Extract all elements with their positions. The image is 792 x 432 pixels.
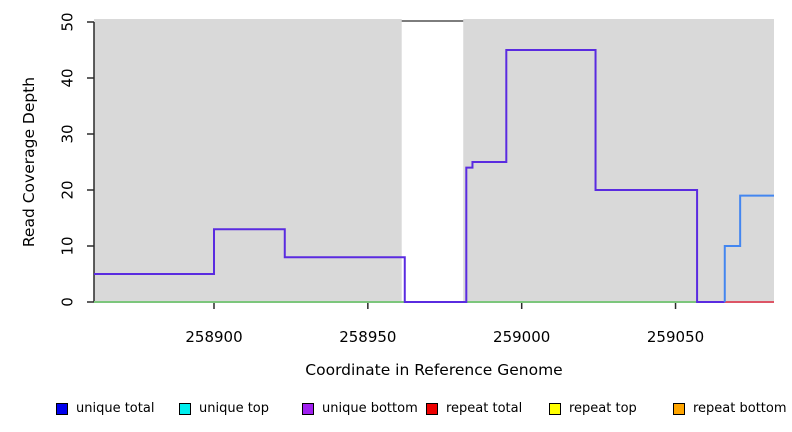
legend-swatch-icon bbox=[673, 402, 685, 415]
x-axis-tick-label: 258900 bbox=[185, 328, 242, 346]
y-axis-tick-label: 40 bbox=[59, 68, 77, 87]
y-axis-tick-label: 0 bbox=[59, 297, 77, 307]
legend-label: repeat bottom bbox=[693, 401, 787, 416]
y-axis-tick-label: 10 bbox=[59, 236, 77, 255]
legend-label: unique bottom bbox=[322, 401, 418, 416]
legend-label: repeat top bbox=[569, 401, 637, 416]
legend-item-unique-total: unique total bbox=[56, 401, 154, 416]
x-axis-tick-label: 259050 bbox=[647, 328, 704, 346]
legend-swatch-icon bbox=[179, 402, 191, 415]
unique-total-step-right bbox=[723, 194, 774, 302]
unique-coverage-step bbox=[94, 49, 725, 303]
legend-swatch-icon bbox=[56, 402, 68, 415]
legend-item-repeat-total: repeat total bbox=[426, 401, 522, 416]
y-axis-tick-label: 20 bbox=[59, 180, 77, 199]
x-axis-tick-label: 259000 bbox=[493, 328, 550, 346]
x-axis-tick-label: 258950 bbox=[339, 328, 396, 346]
y-axis-tick-label: 50 bbox=[59, 12, 77, 31]
covered-region-left bbox=[94, 19, 402, 302]
y-axis-tick-label: 30 bbox=[59, 124, 77, 143]
x-axis-title: Coordinate in Reference Genome bbox=[305, 361, 563, 379]
legend-item-unique-top: unique top bbox=[179, 401, 269, 416]
legend-swatch-icon bbox=[302, 402, 314, 415]
legend-label: unique total bbox=[76, 401, 155, 416]
legend-swatch-icon bbox=[549, 402, 561, 415]
legend-item-repeat-top: repeat top bbox=[549, 401, 637, 416]
y-axis-title: Read Coverage Depth bbox=[20, 76, 38, 248]
legend-item-unique-bottom: unique bottom bbox=[302, 401, 418, 416]
legend-label: repeat total bbox=[446, 401, 523, 416]
covered-region-right bbox=[463, 19, 774, 302]
legend-label: unique top bbox=[199, 401, 270, 416]
legend-swatch-icon bbox=[426, 402, 438, 415]
legend-item-repeat-bottom: repeat bottom bbox=[673, 401, 787, 416]
